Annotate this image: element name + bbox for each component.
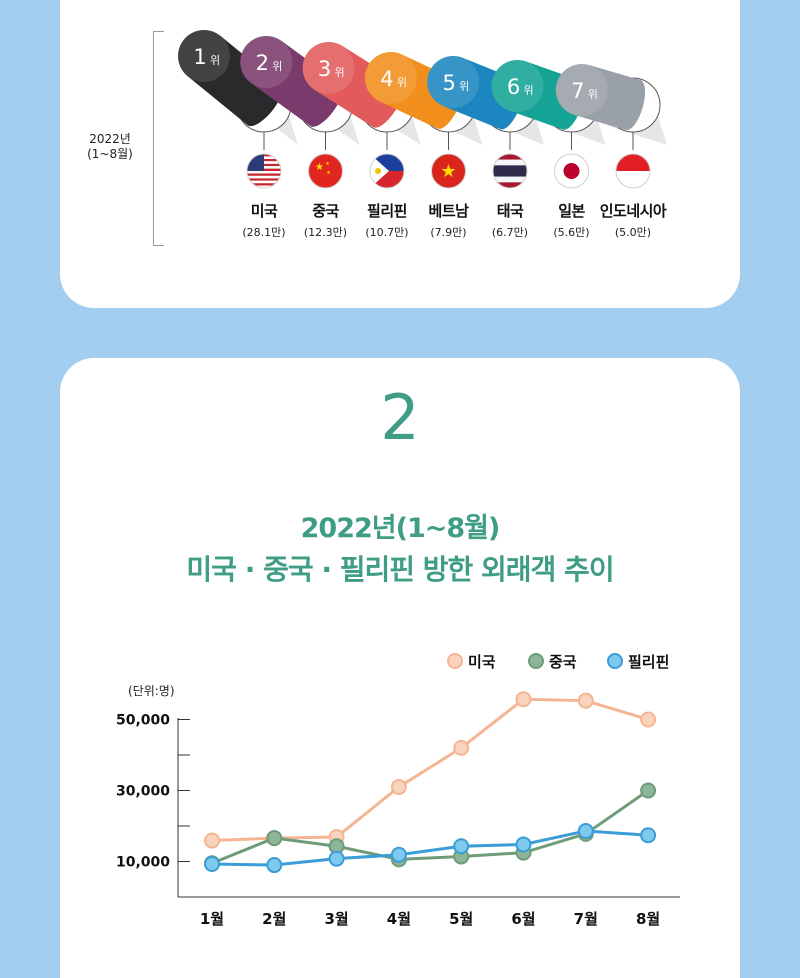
rank-number: 7 <box>571 79 584 103</box>
country-name: 일본 <box>558 202 585 220</box>
rank-head <box>427 56 480 108</box>
rank-head <box>240 36 293 88</box>
country-name: 중국 <box>312 202 339 220</box>
philippines-flag-icon <box>369 153 405 189</box>
rank-head <box>178 30 230 82</box>
rank-head <box>302 42 355 94</box>
svg-text:★: ★ <box>326 170 331 176</box>
rank-number: 5 <box>443 71 456 95</box>
country-name: 미국 <box>250 202 278 220</box>
country-name: 베트남 <box>428 202 469 220</box>
svg-text:★: ★ <box>315 162 324 173</box>
country-value: (10.7만) <box>365 226 409 239</box>
country-label: 필리핀 (10.7만) <box>347 200 427 240</box>
country-value: (28.1만) <box>242 226 286 239</box>
svg-text:★: ★ <box>440 161 456 182</box>
country-label: 미국 (28.1만) <box>224 200 304 240</box>
trend-card <box>60 358 740 978</box>
japan-flag-icon <box>554 153 589 189</box>
period-bracket <box>153 31 164 246</box>
china-flag-icon: ★ ★★ <box>308 153 343 189</box>
ranking-card <box>60 0 740 308</box>
rank-suffix: 위 <box>523 84 533 97</box>
country-value: (5.6만) <box>553 226 590 239</box>
period-months: (1~8월) <box>87 147 133 161</box>
vietnam-flag-icon: ★ <box>431 153 466 189</box>
country-name: 필리핀 <box>367 202 407 220</box>
indonesia-flag-icon <box>615 153 651 189</box>
country-value: (6.7만) <box>491 226 529 239</box>
rank-suffix: 위 <box>588 88 598 101</box>
country-name: 태국 <box>496 202 524 220</box>
rank-suffix: 위 <box>397 76 407 89</box>
country-label: 중국 (12.3만) <box>286 200 366 240</box>
country-value: (5.0만) <box>614 226 652 239</box>
svg-text:★: ★ <box>325 161 330 167</box>
rank-head <box>555 64 608 116</box>
chart-title-line2: 미국 · 중국 · 필리핀 방한 외래객 추이 <box>186 553 614 586</box>
rank-suffix: 위 <box>272 60 282 73</box>
rank-number: 1 <box>193 45 206 69</box>
country-label: 일본 (5.6만) <box>532 200 612 240</box>
country-value: (7.9만) <box>430 226 467 239</box>
rank-number: 2 <box>256 51 269 75</box>
usa-flag-icon <box>246 153 282 189</box>
rank-suffix: 위 <box>335 66 345 79</box>
period-year: 2022년 <box>89 132 131 146</box>
rank-number: 3 <box>318 57 331 81</box>
country-label: 태국 (6.7만) <box>470 200 550 240</box>
country-label: 베트남 (7.9만) <box>409 200 489 240</box>
chart-title-line1: 2022년(1~8월) <box>300 513 501 544</box>
country-label: 인도네시아 (5.0만) <box>593 200 673 240</box>
rank-suffix: 위 <box>210 54 220 67</box>
section-number: 2 <box>380 381 420 454</box>
rank-number: 6 <box>507 75 520 99</box>
rank-head <box>491 60 544 112</box>
country-value: (12.3만) <box>303 226 348 239</box>
rank-number: 4 <box>380 67 393 91</box>
period-label: 2022년 (1~8월) <box>70 132 150 162</box>
rank-suffix: 위 <box>459 80 469 93</box>
rank-head <box>364 52 417 104</box>
country-name: 인도네시아 <box>599 202 667 220</box>
ranking-graphic: 1 위 2 위★ ★★3 위 4 위★5 위 6 위 7 위 <box>178 30 667 189</box>
thailand-flag-icon <box>492 153 528 189</box>
